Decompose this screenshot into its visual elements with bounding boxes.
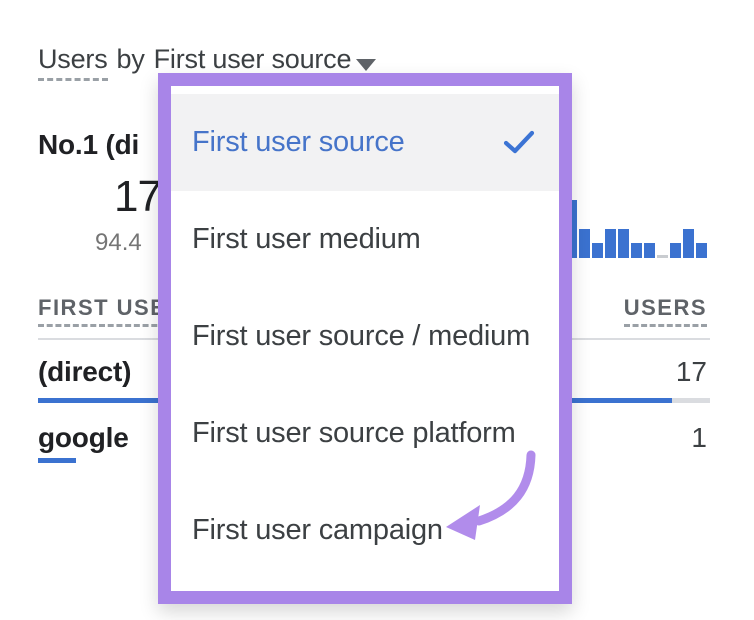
- header-connector: by: [116, 44, 145, 74]
- column-header-users: USERS: [623, 295, 707, 327]
- caret-down-icon: [356, 58, 377, 71]
- menu-item-first-user-source-medium[interactable]: First user source / medium: [192, 320, 531, 352]
- spark-bar-zero: [657, 255, 668, 258]
- dimension-dropdown-menu: First user source First user medium Firs…: [158, 73, 572, 604]
- menu-item-first-user-campaign[interactable]: First user campaign: [192, 514, 443, 546]
- row-value: 1: [691, 422, 707, 453]
- spark-bar: [644, 243, 655, 258]
- row-bar-remainder: [672, 398, 710, 403]
- dimension-label: First user source: [153, 44, 352, 74]
- percent-of-total: 94.4: [95, 229, 142, 256]
- row-bar-fill: [38, 458, 76, 463]
- spark-bar: [670, 243, 681, 258]
- spark-bar: [618, 229, 629, 258]
- column-header-dimension: FIRST USE: [38, 295, 167, 327]
- menu-item-first-user-source-platform[interactable]: First user source platform: [192, 417, 516, 449]
- metric-label[interactable]: Users: [38, 44, 108, 81]
- rank-label: No.1 (di: [38, 129, 140, 160]
- menu-item-first-user-medium[interactable]: First user medium: [192, 223, 421, 255]
- users-total-value: 17: [114, 172, 162, 221]
- row-dimension: (direct): [38, 356, 132, 387]
- card-header: Users by First user source: [38, 44, 377, 81]
- spark-bar: [605, 229, 616, 258]
- dimension-selector[interactable]: First user source: [154, 44, 377, 75]
- row-dimension: google: [38, 422, 129, 453]
- spark-bar: [696, 243, 707, 258]
- spark-bar: [579, 229, 590, 258]
- row-value: 17: [675, 356, 707, 387]
- spark-bar: [683, 229, 694, 258]
- menu-item-first-user-source[interactable]: First user source: [171, 94, 559, 191]
- checkmark-icon: [503, 130, 535, 154]
- dropdown-menu-list: First user source First user medium Firs…: [171, 86, 559, 579]
- users-sparkline: [566, 200, 711, 258]
- spark-bar: [631, 243, 642, 258]
- row-bar: [38, 458, 76, 463]
- spark-bar: [592, 243, 603, 258]
